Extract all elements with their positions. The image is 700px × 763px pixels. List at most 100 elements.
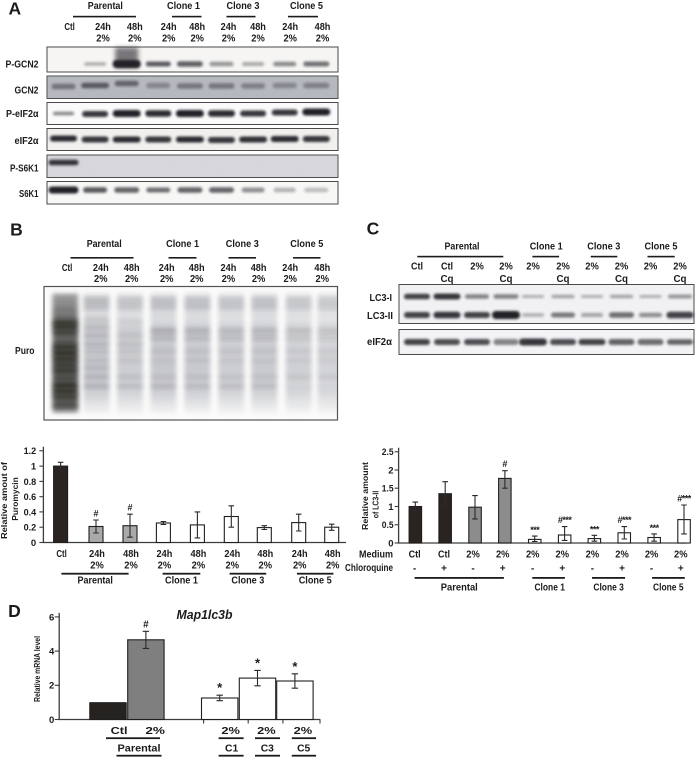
svg-text:Map1lc3b: Map1lc3b: [177, 608, 233, 622]
svg-text:2%: 2%: [615, 262, 629, 273]
svg-text:2%: 2%: [556, 549, 570, 560]
svg-text:2%: 2%: [125, 274, 139, 285]
svg-text:2%: 2%: [615, 549, 629, 560]
svg-text:#: #: [143, 619, 149, 630]
svg-text:2%: 2%: [190, 274, 204, 285]
svg-text:2%: 2%: [283, 274, 297, 285]
svg-text:48h: 48h: [325, 549, 341, 560]
svg-text:Puro: Puro: [15, 346, 35, 357]
svg-text:S6K1: S6K1: [19, 189, 39, 200]
svg-text:A: A: [8, 0, 21, 19]
svg-text:48h: 48h: [251, 263, 267, 274]
svg-text:2%: 2%: [222, 34, 236, 45]
svg-text:+: +: [441, 563, 447, 574]
svg-text:Clone 1: Clone 1: [534, 583, 565, 594]
svg-text:Clone 3: Clone 3: [593, 583, 624, 594]
svg-text:Cq: Cq: [615, 274, 628, 285]
svg-text:P-eIF2α: P-eIF2α: [6, 109, 39, 120]
svg-text:B: B: [10, 220, 23, 240]
svg-text:2%: 2%: [221, 725, 240, 737]
svg-text:0.5: 0.5: [382, 520, 394, 531]
svg-text:-: -: [413, 563, 416, 574]
svg-text:2%: 2%: [585, 262, 599, 273]
svg-text:-: -: [471, 563, 474, 574]
svg-text:2%: 2%: [326, 560, 340, 571]
svg-text:2%: 2%: [466, 549, 480, 560]
svg-text:Clone 3: Clone 3: [231, 575, 264, 586]
svg-text:#: #: [502, 459, 507, 469]
svg-text:24h: 24h: [95, 22, 111, 33]
svg-text:*: *: [255, 655, 261, 670]
svg-text:2%: 2%: [160, 274, 174, 285]
svg-text:24h: 24h: [161, 22, 177, 33]
svg-text:*: *: [292, 659, 298, 674]
svg-text:24h: 24h: [89, 549, 105, 560]
svg-text:48h: 48h: [315, 22, 331, 33]
svg-text:***: ***: [590, 524, 600, 534]
svg-text:Parental: Parental: [445, 241, 480, 252]
svg-text:2%: 2%: [251, 34, 265, 45]
svg-text:GCN2: GCN2: [15, 86, 39, 97]
svg-text:2%: 2%: [556, 262, 570, 273]
svg-text:eIF2α: eIF2α: [15, 136, 40, 147]
svg-text:24h: 24h: [93, 263, 109, 274]
svg-text:#***: #***: [558, 515, 573, 525]
svg-text:Ctl: Ctl: [64, 22, 75, 33]
svg-text:***: ***: [530, 525, 540, 535]
svg-text:Clone 5: Clone 5: [645, 241, 678, 252]
svg-text:#: #: [127, 503, 132, 513]
svg-text:0.2: 0.2: [24, 523, 37, 534]
svg-text:0: 0: [388, 538, 393, 549]
svg-text:Ctl: Ctl: [111, 725, 128, 737]
svg-text:2%: 2%: [283, 34, 297, 45]
svg-text:-: -: [650, 563, 653, 574]
svg-text:Parental: Parental: [87, 239, 122, 250]
svg-text:Relative mRNA level: Relative mRNA level: [33, 636, 42, 702]
svg-text:Cq: Cq: [674, 274, 687, 285]
svg-text:Clone 5: Clone 5: [653, 583, 684, 594]
svg-text:24h: 24h: [221, 22, 237, 33]
svg-text:Relative amout of: Relative amout of: [0, 462, 9, 539]
svg-text:48h: 48h: [127, 22, 143, 33]
svg-text:***: ***: [650, 523, 660, 533]
svg-text:+: +: [619, 563, 625, 574]
svg-text:Relative amount: Relative amount: [360, 462, 370, 530]
svg-text:Ctl: Ctl: [56, 549, 67, 560]
svg-text:2%: 2%: [526, 262, 540, 273]
svg-text:2%: 2%: [124, 560, 138, 571]
svg-text:24h: 24h: [224, 549, 240, 560]
svg-text:-: -: [591, 563, 594, 574]
svg-text:LC3-I: LC3-I: [370, 293, 393, 304]
svg-text:2%: 2%: [94, 274, 108, 285]
svg-text:2: 2: [388, 465, 393, 476]
svg-text:48h: 48h: [189, 263, 205, 274]
svg-text:Chloroquine: Chloroquine: [345, 563, 393, 574]
svg-text:2%: 2%: [158, 560, 172, 571]
svg-text:P-GCN2: P-GCN2: [6, 60, 39, 71]
svg-text:eIF2α: eIF2α: [367, 337, 393, 348]
svg-text:of LC3-II: of LC3-II: [370, 491, 380, 519]
svg-text:4: 4: [49, 647, 55, 658]
svg-text:Clone 5: Clone 5: [290, 1, 323, 12]
svg-text:Ctl: Ctl: [438, 549, 450, 560]
svg-text:Clone 1: Clone 1: [166, 239, 199, 250]
svg-text:2%: 2%: [257, 725, 276, 737]
svg-text:0: 0: [31, 538, 36, 549]
svg-text:2%: 2%: [252, 274, 266, 285]
svg-text:Parental: Parental: [441, 583, 478, 594]
svg-text:D: D: [8, 601, 21, 621]
svg-text:48h: 48h: [189, 22, 205, 33]
svg-text:2%: 2%: [259, 560, 273, 571]
svg-text:-: -: [531, 563, 534, 574]
svg-text:48h: 48h: [124, 263, 140, 274]
svg-text:*: *: [217, 680, 223, 695]
svg-text:Clone 3: Clone 3: [587, 241, 620, 252]
svg-text:+: +: [500, 563, 506, 574]
svg-text:Ctl: Ctl: [62, 263, 73, 274]
svg-text:#: #: [93, 508, 98, 518]
svg-text:0.6: 0.6: [24, 492, 37, 503]
svg-text:2%: 2%: [673, 262, 687, 273]
svg-text:0: 0: [49, 715, 54, 726]
svg-text:2%: 2%: [128, 34, 142, 45]
svg-text:2%: 2%: [586, 549, 600, 560]
